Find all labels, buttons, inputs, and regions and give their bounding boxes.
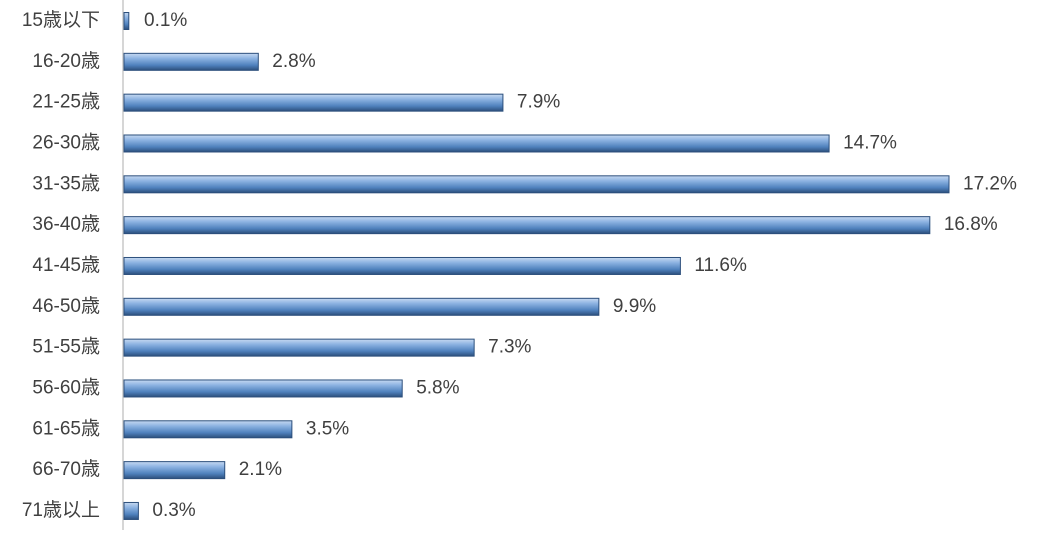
category-label: 31-35歳: [32, 172, 100, 194]
category-label: 46-50歳: [32, 295, 100, 317]
bar: [123, 379, 403, 398]
bar: [123, 216, 931, 235]
bar: [123, 93, 504, 112]
category-label: 36-40歳: [32, 213, 100, 235]
value-label: 11.6%: [694, 255, 747, 276]
value-label: 3.5%: [306, 418, 349, 439]
category-label: 61-65歳: [32, 417, 100, 439]
value-label: 7.9%: [517, 92, 560, 113]
value-label: 0.1%: [144, 10, 187, 31]
bar: [123, 175, 950, 194]
category-label: 16-20歳: [32, 50, 100, 72]
value-label: 5.8%: [416, 377, 459, 398]
category-label: 56-60歳: [32, 376, 100, 398]
category-label: 21-25歳: [32, 91, 100, 113]
value-label: 16.8%: [944, 214, 998, 235]
bar: [123, 256, 681, 275]
value-label: 14.7%: [843, 133, 897, 154]
bar: [123, 52, 259, 71]
bar: [123, 338, 475, 357]
value-label: 2.1%: [239, 459, 282, 480]
bar: [123, 297, 600, 316]
value-label: 7.3%: [488, 337, 531, 358]
value-label: 2.8%: [272, 51, 315, 72]
value-label: 9.9%: [613, 296, 656, 317]
value-label: 17.2%: [963, 173, 1017, 194]
category-label: 51-55歳: [32, 336, 100, 358]
bar: [123, 461, 226, 480]
category-label: 41-45歳: [32, 254, 100, 276]
value-label: 0.3%: [152, 500, 195, 521]
category-label: 15歳以下: [22, 9, 100, 31]
bar: [123, 12, 130, 30]
category-label: 71歳以上: [22, 499, 100, 521]
category-label: 26-30歳: [32, 132, 100, 154]
category-label: 66-70歳: [32, 458, 100, 480]
bar: [123, 420, 293, 439]
bar: [123, 134, 830, 153]
bar: [123, 501, 139, 520]
